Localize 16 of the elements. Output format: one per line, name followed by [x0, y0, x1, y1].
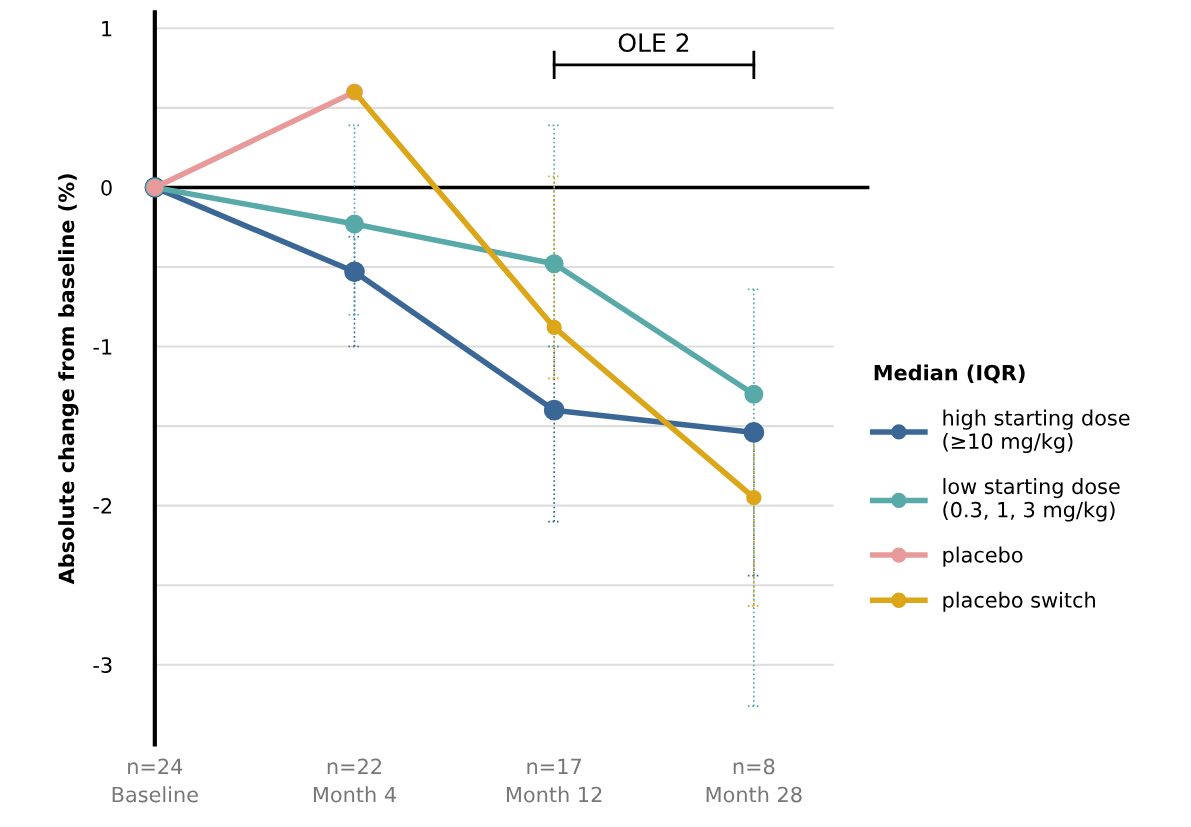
y-axis-title: Absolute change from baseline (%) [58, 174, 79, 585]
x-tick-label: n=22 Month 4 [313, 758, 396, 803]
legend-label: high starting dose (≥10 mg/kg) [943, 409, 1130, 454]
legend-label: placebo [943, 546, 1023, 567]
x-tick-label: n=17 Month 12 [507, 758, 602, 803]
y-tick-label: 0 [101, 179, 112, 196]
annotation: OLE 2 [618, 33, 689, 53]
y-tick-label: -3 [93, 657, 112, 673]
legend-label: placebo switch [943, 591, 1095, 612]
y-tick-label: -2 [93, 498, 112, 514]
y-tick-label: -1 [93, 339, 112, 355]
legend-title: Median (IQR) [874, 364, 1025, 384]
legend-label: low starting dose (0.3, 1, 3 mg/kg) [943, 478, 1120, 522]
y-tick-label: 1 [102, 21, 112, 37]
x-tick-label: n=24 Baseline [112, 758, 198, 803]
x-tick-label: n=8 Month 28 [706, 758, 802, 803]
